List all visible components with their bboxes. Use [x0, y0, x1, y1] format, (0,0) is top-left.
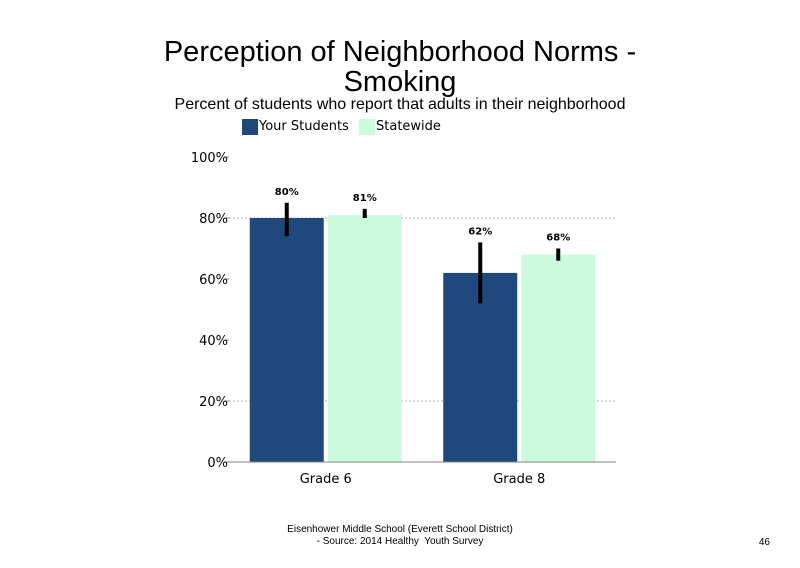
- chart-title-line2: Smoking: [343, 66, 457, 98]
- y-tick-label-80: 80%: [199, 212, 228, 227]
- legend-swatch-statewide: [359, 119, 375, 135]
- data-label-your-students-grade-6: 80%: [275, 187, 299, 198]
- y-tick-label-40: 40%: [199, 334, 228, 349]
- bar-your-students-grade-6: [249, 218, 324, 462]
- y-tick-label-100: 100%: [191, 151, 228, 166]
- footer-line-source: - Source: 2014 Healthy Youth Survey: [316, 536, 484, 547]
- chart-title-line1: Perception of Neighborhood Norms -: [163, 36, 637, 68]
- x-tick-label-grade-6: Grade 6: [300, 472, 352, 487]
- y-tick-label-20: 20%: [199, 395, 228, 410]
- legend-label-your-students: Your Students: [259, 119, 349, 134]
- bar-statewide-grade-8: [521, 254, 596, 462]
- x-tick-label-grade-8: Grade 8: [493, 472, 545, 487]
- bar-statewide-grade-6: [327, 214, 402, 462]
- chart-subtitle: Percent of students who report that adul…: [174, 96, 626, 113]
- bar-your-students-grade-8: [443, 272, 518, 462]
- legend-swatch-your-students: [242, 119, 258, 135]
- legend-label-statewide: Statewide: [376, 119, 441, 134]
- y-tick-label-60: 60%: [199, 273, 228, 288]
- footer-source: Eisenhower Middle School (Everett School…: [200, 524, 600, 548]
- page-number: 46: [758, 537, 770, 548]
- y-tick-label-0: 0%: [207, 456, 228, 471]
- data-label-statewide-grade-8: 68%: [546, 233, 570, 244]
- footer-line-school: Eisenhower Middle School (Everett School…: [287, 524, 513, 535]
- data-label-your-students-grade-8: 62%: [468, 226, 492, 237]
- data-label-statewide-grade-6: 81%: [353, 193, 377, 204]
